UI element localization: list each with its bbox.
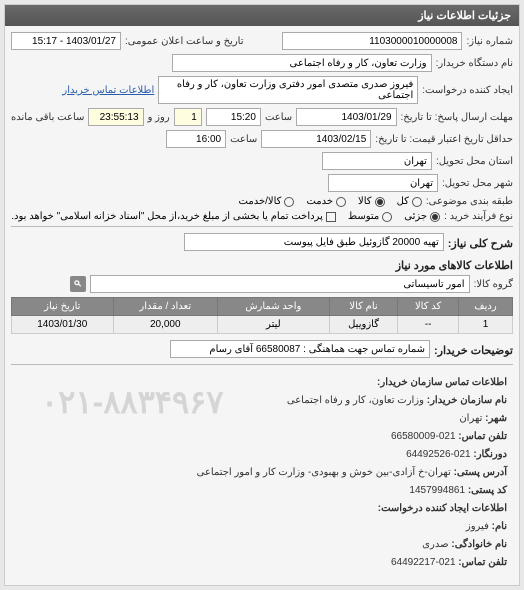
name-label: نام: (492, 521, 507, 532)
panel-body: شماره نیاز: 1103000010000008 تاریخ و ساع… (5, 26, 519, 585)
postal-label: کد پستی: (468, 485, 507, 496)
checkbox-treasury[interactable] (326, 212, 336, 222)
radio-goods-service[interactable] (284, 197, 294, 207)
cat-service-label: خدمت (306, 196, 333, 207)
table-header: تعداد / مقدار (113, 298, 217, 316)
family-label: نام خانوادگی: (451, 539, 507, 550)
table-header: کد کالا (398, 298, 459, 316)
org-label: نام سازمان خریدار: (427, 395, 507, 406)
table-cell: 1 (458, 316, 512, 334)
delivery-city-field: تهران (328, 174, 438, 192)
delivery-city-label: شهر محل تحویل: (442, 178, 513, 189)
requester-field: فیروز صدری متصدی امور دفتری وزارت تعاون،… (158, 76, 418, 104)
address-value: تهران-خ آزادی-بین خوش و بهبودی- وزارت کا… (197, 467, 451, 478)
radio-medium[interactable] (382, 212, 392, 222)
delivery-province-field: تهران (322, 152, 432, 170)
announce-field: 1403/01/27 - 15:17 (11, 32, 121, 50)
remain-suffix: ساعت باقی مانده (11, 112, 84, 123)
city-value: تهران (459, 413, 482, 424)
purchase-type-group: جزئی متوسط پرداخت تمام یا بخشی از مبلغ خ… (11, 211, 440, 222)
contact-link[interactable]: اطلاعات تماس خریدار (62, 85, 154, 96)
pt-small-label: جزئی (404, 211, 427, 222)
goods-info-title: اطلاعات کالاهای مورد نیاز (11, 259, 513, 272)
category-radio-group: کل کالا خدمت کالا/خدمت (239, 196, 422, 207)
pt-note: پرداخت تمام یا بخشی از مبلغ خرید،از محل … (11, 211, 323, 222)
deadline-date-field: 1403/01/29 (296, 108, 396, 126)
phone-label: تلفن تماس: (458, 431, 507, 442)
pt-medium-label: متوسط (348, 211, 379, 222)
org-value: وزارت تعاون، کار و رفاه اجتماعی (287, 395, 424, 406)
requester-label: ایجاد کننده درخواست: (422, 85, 513, 96)
phone2-value: 021-64492217 (391, 557, 456, 568)
table-row: 1--گازوییللیتر20,0001403/01/30 (12, 316, 513, 334)
radio-goods[interactable] (375, 197, 385, 207)
name-value: فیروز (466, 521, 489, 532)
table-cell: -- (398, 316, 459, 334)
delivery-province-label: استان محل تحویل: (436, 156, 513, 167)
need-title-label: شرح کلی نیاز: (448, 237, 513, 250)
details-panel: جزئیات اطلاعات نیاز شماره نیاز: 11030000… (4, 4, 520, 586)
table-cell: 1403/01/30 (12, 316, 114, 334)
validity-date-field: 1403/02/15 (261, 130, 371, 148)
validity-label: حداقل تاریخ اعتبار قیمت: تا تاریخ: (375, 134, 513, 145)
divider-1 (11, 226, 513, 227)
divider-2 (11, 364, 513, 365)
postal-value: 1457994861 (409, 485, 465, 496)
contact-section2-title: اطلاعات ایجاد کننده درخواست: (378, 503, 507, 514)
contact-section1-title: اطلاعات تماس سازمان خریدار: (377, 377, 507, 388)
table-cell: 20,000 (113, 316, 217, 334)
buyer-org-label: نام دستگاه خریدار: (436, 58, 513, 69)
radio-small[interactable] (430, 212, 440, 222)
time-label-1: ساعت (265, 112, 292, 123)
city-label: شهر: (485, 413, 507, 424)
table-cell: گازوییل (329, 316, 398, 334)
address-label: آدرس پستی: (454, 467, 507, 478)
phone2-label: تلفن تماس: (458, 557, 507, 568)
search-icon[interactable] (70, 276, 86, 292)
buyer-notes-field: شماره تماس جهت هماهنگی : 66580087 آقای ر… (170, 340, 430, 358)
validity-time-field: 16:00 (166, 130, 226, 148)
radio-service[interactable] (336, 197, 346, 207)
table-cell: لیتر (217, 316, 329, 334)
time-label-2: ساعت (230, 134, 257, 145)
purchase-type-label: نوع فرآیند خرید : (444, 211, 513, 222)
panel-title: جزئیات اطلاعات نیاز (5, 5, 519, 26)
remain-time-field: 23:55:13 (88, 108, 143, 126)
goods-table: ردیفکد کالانام کالاواحد شمارشتعداد / مقد… (11, 297, 513, 334)
group-field: امور تاسیساتی (90, 275, 470, 293)
need-number-label: شماره نیاز: (466, 36, 513, 47)
table-header: نام کالا (329, 298, 398, 316)
phone-value: 021-66580009 (391, 431, 456, 442)
buyer-notes-label: توضیحات خریدار: (434, 344, 513, 357)
contact-info-block: اطلاعات تماس سازمان خریدار: نام سازمان خ… (11, 369, 513, 579)
remain-day-field: 1 (174, 108, 202, 126)
remain-day-label: روز و (148, 112, 170, 123)
group-label: گروه کالا: (474, 279, 513, 290)
cat-goods-label: کالا (358, 196, 372, 207)
need-title-field: تهیه 20000 گازوئیل طبق فایل پیوست (184, 233, 444, 251)
table-header: واحد شمارش (217, 298, 329, 316)
need-number-field: 1103000010000008 (282, 32, 462, 50)
deadline-time-field: 15:20 (206, 108, 261, 126)
fax-value: 021-64492526 (406, 449, 471, 460)
deadline-label: مهلت ارسال پاسخ: تا تاریخ: (401, 112, 513, 123)
table-header: تاریخ نیاز (12, 298, 114, 316)
cat-goods-service-label: کالا/خدمت (239, 196, 282, 207)
cat-all-label: کل (397, 196, 409, 207)
radio-all[interactable] (412, 197, 422, 207)
fax-label: دورنگار: (473, 449, 507, 460)
category-label: طبقه بندی موضوعی: (426, 196, 513, 207)
family-value: صدری (422, 539, 448, 550)
table-header: ردیف (458, 298, 512, 316)
buyer-org-field: وزارت تعاون، کار و رفاه اجتماعی (172, 54, 432, 72)
announce-label: تاریخ و ساعت اعلان عمومی: (125, 36, 244, 47)
